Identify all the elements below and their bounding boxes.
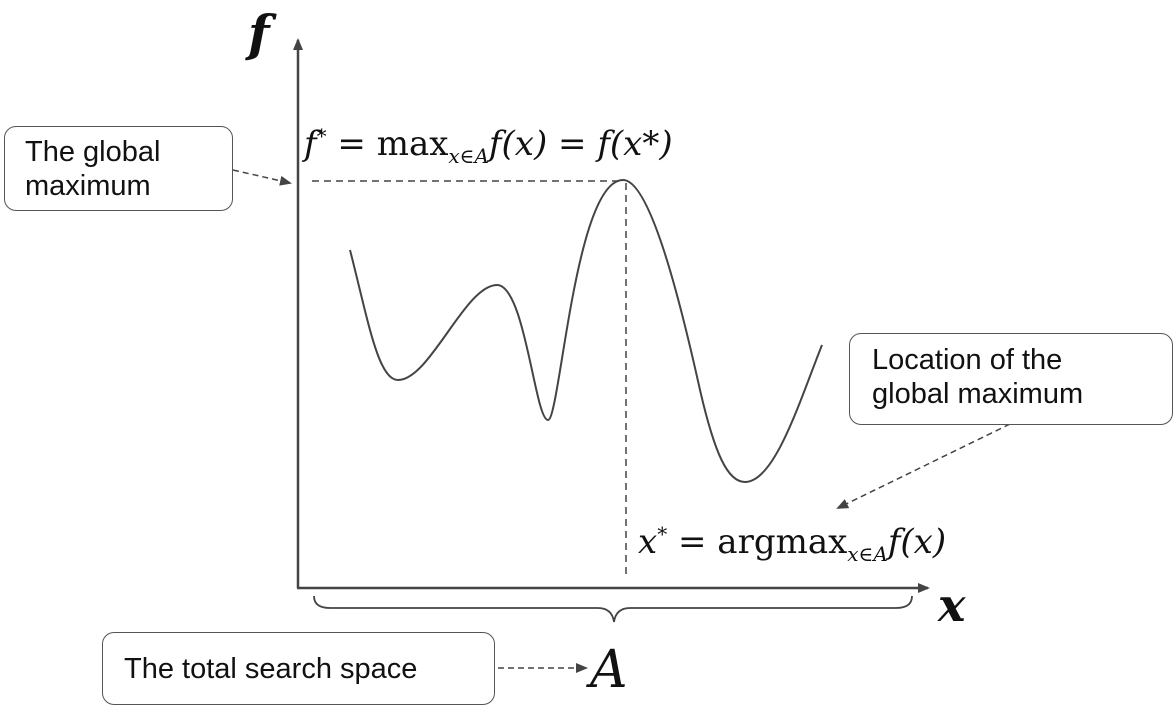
fstar-eq2: = [547,124,598,164]
x-axis-label: x [938,578,966,632]
fstar-rhs: f(x*) [597,124,673,164]
global-max-callout-line1: The global [25,136,161,168]
location-callout-line2: global maximum [872,378,1084,410]
xstar-op: argmax [717,522,848,562]
global-max-callout: The global maximum [4,126,233,211]
fstar-lhs: f [304,124,317,164]
global-max-arrow [232,169,292,186]
location-arrow [836,423,1011,509]
search-space-callout: The total search space [102,632,495,705]
xstar-fx: f(x) [887,522,947,562]
fstar-op: max [376,124,449,164]
location-callout: Location of the global maximum [849,333,1173,425]
global-max-equation: f* = maxx∈Af(x) = f(x*) [304,124,673,168]
location-callout-line1: Location of the [872,344,1063,376]
y-axis-label: f [248,4,270,63]
fstar-fx: f(x) [488,124,548,164]
function-curve [349,178,823,484]
fstar-eq1: = [326,124,377,164]
search-space-brace [313,595,913,623]
global-max-callout-line2: maximum [25,170,151,202]
search-space-callout-text: The total search space [124,653,418,685]
xstar-eq: = [667,522,718,562]
fstar-sub: x∈A [448,144,489,168]
xstar-sup: * [657,522,668,546]
domain-label: A [590,640,628,700]
fstar-sup: * [316,124,327,148]
xstar-sub: x∈A [847,542,888,566]
argmax-equation: x* = argmaxx∈Af(x) [638,522,947,566]
xstar-lhs: x [638,522,658,562]
